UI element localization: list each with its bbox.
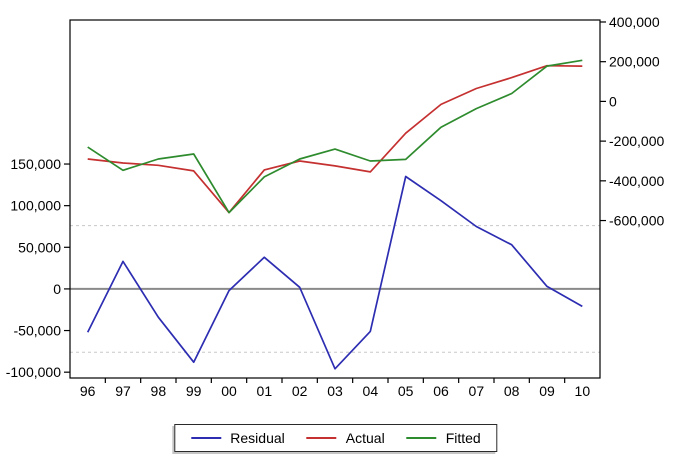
right-axis-label: -600,000: [609, 213, 664, 229]
fitted-line-swatch: [406, 437, 437, 439]
x-axis-label: 03: [327, 383, 343, 399]
x-axis-label: 06: [433, 383, 449, 399]
legend-label-actual: Actual: [345, 430, 385, 446]
left-axis-label: 50,000: [18, 239, 61, 255]
residual-series-line: [86, 175, 583, 370]
x-axis-label: 98: [151, 383, 167, 399]
legend: Residual Actual Fitted: [174, 424, 498, 452]
left-axis-label: -100,000: [6, 364, 61, 380]
right-axis-label: 0: [609, 93, 617, 109]
x-axis-label: 10: [575, 383, 591, 399]
x-axis-label: 02: [292, 383, 308, 399]
x-axis-label: 99: [186, 383, 202, 399]
legend-item-residual: Residual: [191, 430, 285, 446]
right-axis-label: -400,000: [609, 173, 664, 189]
legend-item-fitted: Fitted: [406, 430, 481, 446]
x-axis-label: 04: [363, 383, 379, 399]
right-axis-label: -200,000: [609, 133, 664, 149]
x-axis-label: 96: [80, 383, 96, 399]
legend-label-fitted: Fitted: [445, 430, 481, 446]
actual-line-swatch: [306, 437, 337, 439]
fitted-series-line: [87, 59, 583, 214]
legend-item-actual: Actual: [306, 430, 385, 446]
x-axis-label: 00: [221, 383, 237, 399]
left-axis-label: 150,000: [10, 156, 61, 172]
x-axis-label: 07: [469, 383, 485, 399]
x-axis-label: 01: [257, 383, 273, 399]
residual-line-swatch: [191, 437, 222, 439]
right-axis-label: 400,000: [609, 14, 660, 30]
x-axis-label: 97: [115, 383, 131, 399]
x-axis-label: 09: [539, 383, 555, 399]
plot-border: [69, 19, 601, 379]
right-axis-label: 200,000: [609, 54, 660, 70]
x-axis-label: 05: [398, 383, 414, 399]
legend-label-residual: Residual: [230, 430, 285, 446]
x-axis-label: 08: [504, 383, 520, 399]
actual-series-line: [87, 64, 583, 214]
left-axis-label: 0: [53, 281, 61, 297]
left-axis-label: -50,000: [14, 323, 62, 339]
left-axis-label: 100,000: [10, 198, 61, 214]
